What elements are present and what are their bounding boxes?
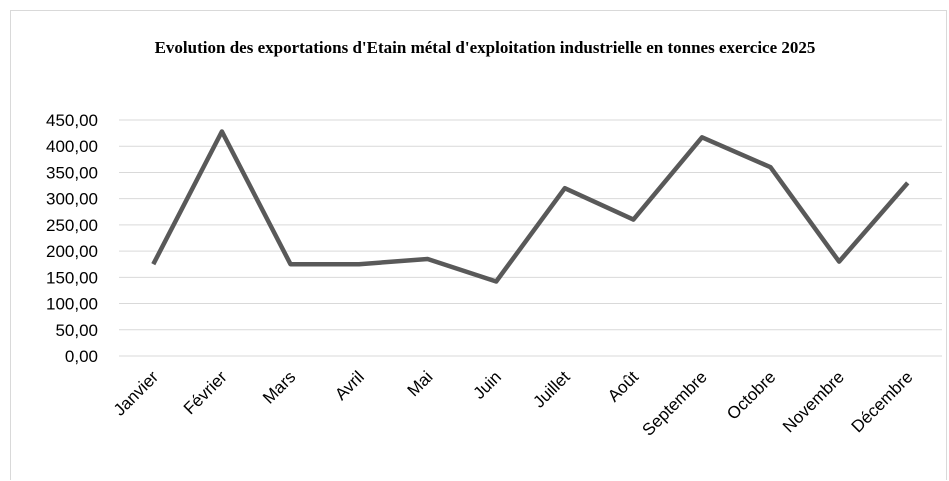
x-tick-label: Mai: [404, 367, 437, 400]
chart-title: Evolution des exportations d'Etain métal…: [154, 38, 816, 57]
x-tick-label: Novembre: [779, 367, 848, 436]
y-tick-label: 400,00: [46, 137, 98, 156]
line-series: [151, 129, 910, 284]
x-tick-label: Février: [180, 367, 231, 418]
x-tick-label: Juillet: [529, 367, 573, 411]
y-tick-label: 450,00: [46, 111, 98, 130]
y-tick-label: 0,00: [65, 347, 98, 366]
x-tick-label: Octobre: [723, 367, 779, 423]
x-tick-label: Avril: [331, 367, 368, 404]
x-tick-label: Septembre: [639, 367, 711, 439]
x-tick-label: Décembre: [848, 367, 917, 436]
x-tick-label: Mars: [259, 367, 299, 407]
y-tick-label: 50,00: [55, 321, 98, 340]
y-tick-label: 300,00: [46, 190, 98, 209]
y-tick-label: 200,00: [46, 242, 98, 261]
x-tick-label: Janvier: [110, 367, 162, 419]
x-tick-label: Juin: [470, 367, 505, 402]
y-tick-label: 250,00: [46, 216, 98, 235]
x-tick-label: Août: [604, 367, 642, 405]
y-tick-label: 100,00: [46, 295, 98, 314]
y-tick-label: 350,00: [46, 163, 98, 182]
chart-frame: [10, 10, 947, 480]
y-tick-label: 150,00: [46, 268, 98, 287]
